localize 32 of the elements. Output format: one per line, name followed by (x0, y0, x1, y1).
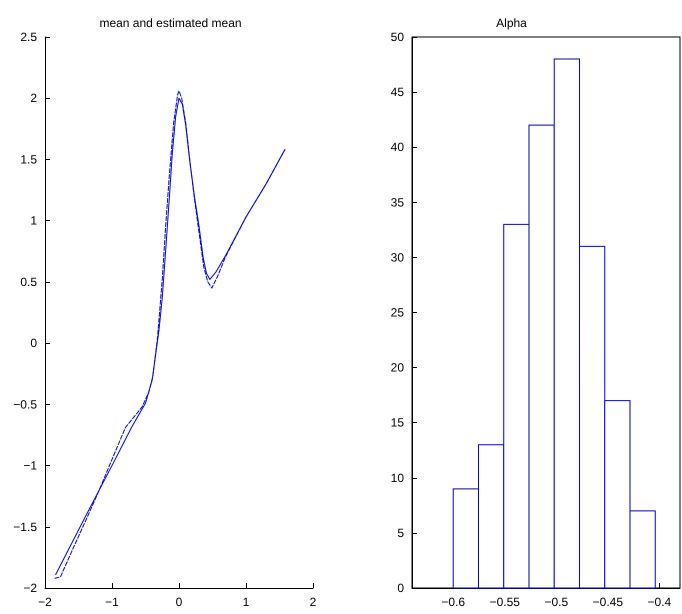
chart-title: Alpha (496, 16, 528, 30)
y-tick-label: 30 (390, 250, 404, 264)
y-tick-label: 40 (390, 140, 404, 154)
x-tick-label: −0.5 (544, 595, 568, 609)
y-tick-label: 50 (390, 30, 404, 44)
y-tick-label: 35 (390, 195, 404, 210)
y-tick-label: 10 (390, 470, 404, 485)
x-tick-label: −0.55 (490, 595, 520, 609)
chart-title: mean and estimated mean (99, 16, 242, 30)
x-tick-label: −0.45 (592, 595, 624, 609)
y-tick-label: 0 (30, 336, 38, 350)
y-tick-label: 45 (390, 85, 404, 100)
y-tick-label: −2 (23, 581, 38, 595)
x-tick-label: 2 (310, 595, 317, 609)
y-tick-label: 0 (397, 581, 404, 595)
y-tick-label: −0.5 (13, 397, 38, 412)
y-tick-label: 25 (390, 306, 404, 320)
y-tick-label: −1 (23, 458, 38, 473)
y-tick-label: 20 (390, 360, 404, 375)
x-tick-label: −1 (105, 595, 120, 609)
y-tick-label: 2 (30, 91, 38, 106)
x-tick-label: −0.4 (648, 595, 672, 609)
x-tick-label: 0 (176, 595, 183, 609)
y-tick-label: 2.5 (20, 30, 38, 44)
y-tick-label: 15 (390, 416, 404, 430)
x-tick-label: −0.6 (441, 595, 466, 609)
y-tick-label: 0.5 (20, 274, 38, 289)
y-tick-label: 5 (397, 526, 404, 540)
y-tick-label: −1.5 (13, 520, 38, 534)
x-tick-label: 1 (242, 595, 250, 609)
y-tick-label: 1 (30, 214, 38, 228)
y-tick-label: 1.5 (20, 152, 38, 166)
